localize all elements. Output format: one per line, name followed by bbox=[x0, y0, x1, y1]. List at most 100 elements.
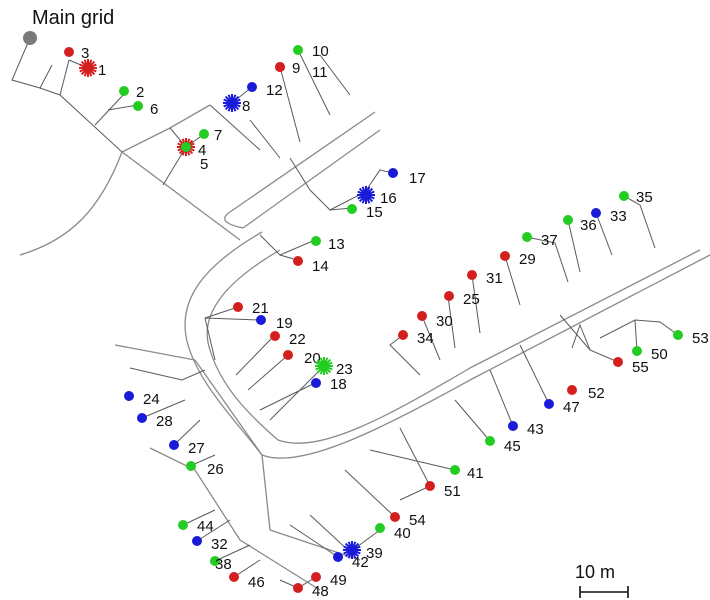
node-39-star-marker bbox=[343, 541, 361, 559]
node-23-star-marker bbox=[315, 357, 333, 375]
node-8-star-marker bbox=[223, 94, 241, 112]
node-25: 25 bbox=[444, 291, 480, 308]
node-24-label: 24 bbox=[143, 391, 160, 408]
node-10: 10 bbox=[293, 43, 329, 60]
node-48: 48 bbox=[293, 583, 329, 600]
node-36-dot-marker bbox=[563, 215, 573, 225]
node-26-dot-marker bbox=[186, 461, 196, 471]
node-50-label: 50 bbox=[651, 346, 668, 363]
node-39-label: 39 bbox=[366, 545, 383, 562]
node-53-label: 53 bbox=[692, 330, 709, 347]
node-26: 26 bbox=[186, 461, 224, 478]
node-7: 7 bbox=[199, 127, 222, 144]
node-11-label: 11 bbox=[312, 64, 328, 81]
node-46-dot-marker bbox=[229, 572, 239, 582]
node-35-dot-marker bbox=[619, 191, 629, 201]
node-53: 53 bbox=[673, 330, 709, 347]
node-35: 35 bbox=[619, 189, 653, 206]
node-21-label: 21 bbox=[252, 300, 269, 317]
node-27-label: 27 bbox=[188, 440, 205, 457]
scale-label: 10 m bbox=[575, 562, 615, 582]
node-40-label: 40 bbox=[394, 525, 411, 542]
node-5: 5 bbox=[181, 142, 208, 173]
node-5-dot-marker bbox=[181, 142, 191, 152]
node-50-dot-marker bbox=[632, 346, 642, 356]
node-23-label: 23 bbox=[336, 361, 353, 378]
main-grid-label: Main grid bbox=[32, 7, 114, 29]
node-49: 49 bbox=[311, 572, 347, 589]
node-19-dot-marker bbox=[256, 315, 266, 325]
node-49-label: 49 bbox=[330, 572, 347, 589]
node-12-label: 12 bbox=[266, 82, 283, 99]
node-37-dot-marker bbox=[522, 232, 532, 242]
node-16-label: 16 bbox=[380, 190, 397, 207]
main-grid-node bbox=[23, 31, 37, 45]
node-47-dot-marker bbox=[544, 399, 554, 409]
node-3: 3 bbox=[64, 45, 89, 62]
node-22: 22 bbox=[270, 331, 306, 348]
node-4-label: 4 bbox=[198, 142, 206, 159]
node-33-label: 33 bbox=[610, 208, 627, 225]
node-42-label: 42 bbox=[352, 554, 369, 571]
node-34-label: 34 bbox=[417, 330, 434, 347]
node-30-dot-marker bbox=[417, 311, 427, 321]
node-29-dot-marker bbox=[500, 251, 510, 261]
node-47-label: 47 bbox=[563, 399, 580, 416]
node-21-dot-marker bbox=[233, 302, 243, 312]
node-18-dot-marker bbox=[311, 378, 321, 388]
node-44: 44 bbox=[178, 518, 214, 535]
node-34: 34 bbox=[398, 330, 434, 347]
node-17: 17 bbox=[388, 168, 426, 187]
node-26-label: 26 bbox=[207, 461, 224, 478]
node-28-dot-marker bbox=[137, 413, 147, 423]
node-28: 28 bbox=[137, 413, 173, 430]
node-37: 37 bbox=[522, 232, 558, 249]
cable-network bbox=[11, 37, 679, 589]
node-8-label: 8 bbox=[242, 98, 250, 115]
node-45: 45 bbox=[485, 436, 521, 455]
node-13-dot-marker bbox=[311, 236, 321, 246]
node-16: 16 bbox=[357, 186, 397, 207]
node-46: 46 bbox=[229, 572, 265, 591]
node-30: 30 bbox=[417, 311, 453, 330]
node-37-label: 37 bbox=[541, 232, 558, 249]
node-48-label: 48 bbox=[312, 583, 329, 600]
node-55-label: 55 bbox=[632, 359, 649, 376]
node-1: 1 bbox=[79, 59, 106, 79]
node-2-dot-marker bbox=[119, 86, 129, 96]
node-38-dot-marker bbox=[210, 556, 220, 566]
node-15: 15 bbox=[347, 204, 383, 221]
node-45-label: 45 bbox=[504, 438, 521, 455]
node-38: 38 bbox=[210, 556, 232, 573]
node-10-dot-marker bbox=[293, 45, 303, 55]
node-49-dot-marker bbox=[311, 572, 321, 582]
node-40: 40 bbox=[375, 523, 411, 542]
node-31-dot-marker bbox=[467, 270, 477, 280]
node-14-dot-marker bbox=[293, 256, 303, 266]
node-18-label: 18 bbox=[330, 376, 347, 393]
node-23: 23 bbox=[315, 357, 353, 378]
node-47: 47 bbox=[544, 399, 580, 416]
node-31: 31 bbox=[467, 270, 503, 287]
node-43: 43 bbox=[508, 421, 544, 438]
node-51-dot-marker bbox=[425, 481, 435, 491]
node-32-label: 32 bbox=[211, 536, 228, 553]
node-52: 52 bbox=[567, 385, 605, 402]
node-25-label: 25 bbox=[463, 291, 480, 308]
node-1-label: 1 bbox=[98, 62, 106, 79]
node-31-label: 31 bbox=[486, 270, 503, 287]
node-41-dot-marker bbox=[450, 465, 460, 475]
node-21: 21 bbox=[233, 300, 269, 317]
node-39: 39 bbox=[343, 541, 383, 562]
node-25-dot-marker bbox=[444, 291, 454, 301]
node-46-label: 46 bbox=[248, 574, 265, 591]
node-15-dot-marker bbox=[347, 204, 357, 214]
node-20: 20 bbox=[283, 350, 321, 367]
node-38-label: 38 bbox=[215, 556, 232, 573]
node-19-label: 19 bbox=[276, 315, 293, 332]
node-55-dot-marker bbox=[613, 357, 623, 367]
node-29-label: 29 bbox=[519, 251, 536, 268]
node-54-dot-marker bbox=[390, 512, 400, 522]
node-9-label: 9 bbox=[292, 60, 300, 77]
node-42-dot-marker bbox=[333, 552, 343, 562]
